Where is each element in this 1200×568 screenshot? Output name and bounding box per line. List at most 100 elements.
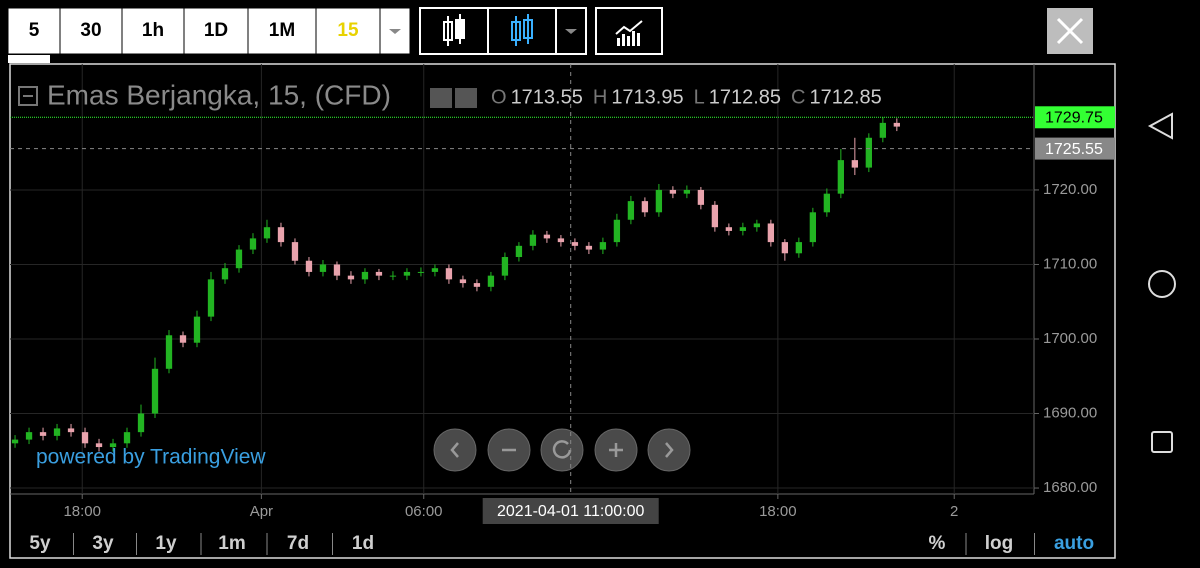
candle-body bbox=[389, 275, 397, 277]
candle-body bbox=[291, 242, 299, 261]
ohlc-value: 1713.95 bbox=[611, 86, 683, 108]
candle-body bbox=[893, 122, 900, 127]
candle-body bbox=[795, 242, 803, 254]
range-button[interactable]: 1y bbox=[155, 533, 177, 554]
candle-body bbox=[361, 271, 369, 280]
back-button[interactable] bbox=[1147, 112, 1173, 140]
candle-body bbox=[865, 137, 872, 168]
x-tick-label: 2 bbox=[950, 503, 958, 520]
y-tick-label: 1710.00 bbox=[1043, 255, 1097, 272]
ohlc-value: 1713.55 bbox=[511, 86, 583, 108]
ohlc-key: H bbox=[593, 86, 607, 108]
interval-label[interactable]: 15 bbox=[337, 20, 359, 41]
candle-body bbox=[725, 227, 733, 231]
settings-icon[interactable] bbox=[455, 88, 477, 108]
candle-body bbox=[809, 212, 817, 243]
candle-body bbox=[305, 260, 313, 272]
candle-body bbox=[529, 234, 537, 246]
candle-body bbox=[39, 432, 47, 436]
range-button[interactable]: 1m bbox=[218, 533, 245, 554]
ohlc-key: C bbox=[791, 86, 805, 108]
reset[interactable] bbox=[540, 428, 584, 472]
candle-body bbox=[81, 432, 89, 444]
interval-label[interactable]: 30 bbox=[80, 20, 101, 41]
candle-body bbox=[347, 275, 355, 280]
watermark: powered by TradingView bbox=[36, 446, 266, 469]
candle-body bbox=[669, 189, 677, 194]
interval-button[interactable] bbox=[315, 7, 381, 55]
candle-body bbox=[235, 249, 243, 269]
home-button[interactable] bbox=[1148, 270, 1176, 298]
y-tick-label: 1720.00 bbox=[1043, 181, 1097, 198]
candle-body bbox=[501, 257, 509, 276]
recents-button[interactable] bbox=[1151, 431, 1173, 453]
candle-body bbox=[627, 201, 635, 220]
candle-body bbox=[543, 234, 551, 239]
candle-body bbox=[123, 432, 131, 444]
range-button[interactable]: 3y bbox=[92, 533, 114, 554]
candle-body bbox=[515, 245, 523, 258]
price-tag-label: 1725.55 bbox=[1045, 141, 1103, 158]
candle-body bbox=[179, 335, 187, 343]
price-tag bbox=[1035, 106, 1115, 129]
candle-body bbox=[207, 279, 215, 317]
ohlc-value: 1712.85 bbox=[709, 86, 781, 108]
candle-body bbox=[655, 189, 663, 213]
candle-body bbox=[403, 271, 411, 276]
ohlc-key: O bbox=[491, 86, 507, 108]
price-tag bbox=[1035, 137, 1115, 160]
interval-button[interactable] bbox=[59, 7, 123, 55]
candle-body bbox=[25, 432, 33, 440]
grid bbox=[10, 64, 1034, 494]
candle-body bbox=[767, 223, 775, 243]
candle-body bbox=[11, 439, 19, 444]
range-button[interactable]: 7d bbox=[287, 533, 309, 554]
candle-body bbox=[165, 335, 173, 369]
candle-body bbox=[571, 242, 579, 246]
ohlc-key: L bbox=[694, 86, 705, 108]
candle-body bbox=[487, 275, 495, 287]
bottom-bar: 5y 3y 1y 1m 7d 1d% log auto bbox=[29, 533, 1094, 555]
scale-option[interactable]: % bbox=[929, 533, 946, 554]
candle-body bbox=[431, 268, 439, 272]
interval-label[interactable]: 1h bbox=[142, 20, 164, 41]
candle-body bbox=[151, 368, 159, 414]
visibility-icon[interactable] bbox=[430, 88, 452, 108]
symbol-title: Emas Berjangka, 15, (CFD) bbox=[47, 79, 391, 110]
interval-button[interactable] bbox=[7, 7, 61, 55]
candle-body bbox=[221, 268, 229, 280]
range-button[interactable]: 1d bbox=[352, 533, 374, 554]
scroll-right[interactable] bbox=[647, 428, 691, 472]
candle-body bbox=[319, 264, 327, 272]
candle-body bbox=[837, 160, 844, 194]
x-tick-label: Apr bbox=[250, 503, 273, 520]
scale-option[interactable]: auto bbox=[1054, 533, 1094, 554]
y-tick-label: 1690.00 bbox=[1043, 404, 1097, 421]
toolbar bbox=[8, 7, 1093, 63]
candle-body bbox=[557, 238, 565, 243]
interval-label[interactable]: 5 bbox=[29, 20, 40, 41]
interval-button[interactable] bbox=[183, 7, 249, 55]
ohlc-legend: O 1713.55 H 1713.95 L 1712.85 C 1712.85 bbox=[491, 86, 882, 108]
interval-button[interactable] bbox=[121, 7, 185, 55]
candle-body bbox=[879, 122, 886, 138]
candle-body bbox=[585, 245, 593, 250]
candle-body bbox=[277, 227, 285, 243]
y-tick-label: 1700.00 bbox=[1043, 330, 1097, 347]
candle-body bbox=[333, 264, 341, 276]
interval-label[interactable]: 1M bbox=[269, 20, 295, 41]
candle-style[interactable] bbox=[419, 7, 489, 55]
range-button[interactable]: 5y bbox=[29, 533, 51, 554]
plot bbox=[11, 116, 900, 452]
candle-body bbox=[599, 242, 607, 250]
candle-body bbox=[137, 413, 145, 433]
hollow-candle-style[interactable] bbox=[487, 7, 557, 55]
interval-button[interactable] bbox=[247, 7, 317, 55]
y-tick-label: 1680.00 bbox=[1043, 479, 1097, 496]
interval-label[interactable]: 1D bbox=[204, 20, 228, 41]
candle-body bbox=[67, 428, 75, 433]
scroll-left[interactable] bbox=[433, 428, 477, 472]
candle-body bbox=[739, 227, 747, 231]
collapse-icon[interactable] bbox=[18, 86, 38, 106]
scale-option[interactable]: log bbox=[985, 533, 1014, 554]
